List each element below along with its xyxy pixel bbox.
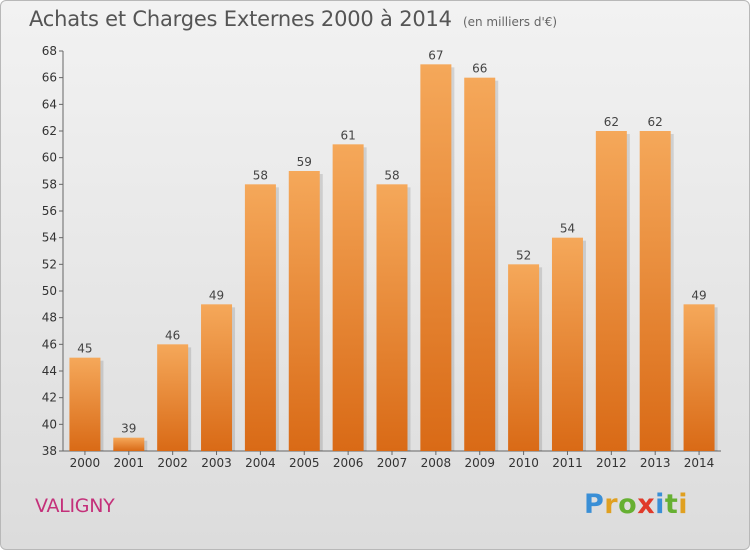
y-tick-label: 58 xyxy=(42,177,57,191)
x-tick-label: 2009 xyxy=(464,456,495,470)
x-tick-label: 2007 xyxy=(377,456,408,470)
bar-value-label: 52 xyxy=(516,248,531,262)
bar xyxy=(288,171,320,451)
bar-value-label: 58 xyxy=(384,168,399,182)
data-labels: 45 39 46 49 58 59 61 58 67 66 52 54 62 62 49 xyxy=(77,48,706,435)
bar xyxy=(508,264,540,451)
y-tick-label: 50 xyxy=(42,284,57,298)
chart-title: Achats et Charges Externes 2000 à 2014 xyxy=(29,7,452,31)
bar-value-label: 62 xyxy=(648,115,663,129)
bar xyxy=(376,184,408,452)
y-tick-label: 64 xyxy=(42,97,57,111)
bar xyxy=(244,184,276,452)
logo-letter: i xyxy=(655,489,665,520)
bar xyxy=(113,437,145,451)
x-tick-label: 2011 xyxy=(552,456,583,470)
bar-value-label: 66 xyxy=(472,62,487,76)
bar-value-label: 49 xyxy=(691,288,706,302)
bar-value-label: 62 xyxy=(604,115,619,129)
x-tick-label: 2002 xyxy=(157,456,188,470)
bar-value-label: 49 xyxy=(209,288,224,302)
bar-value-label: 67 xyxy=(428,48,443,62)
x-tick-label: 2010 xyxy=(508,456,539,470)
y-tick-label: 48 xyxy=(42,311,57,325)
y-tick-label: 42 xyxy=(42,391,57,405)
bar-value-label: 45 xyxy=(77,342,92,356)
logo-letter: P xyxy=(584,489,605,520)
x-tick-label: 2013 xyxy=(640,456,671,470)
logo-letter: o xyxy=(618,489,638,520)
chart-subtitle: (en milliers d'€) xyxy=(462,15,558,29)
axes: 38 40 42 44 46 48 50 52 54 56 58 60 62 64 66 68 2000 2001… xyxy=(42,44,721,470)
x-tick-label: 2014 xyxy=(684,456,715,470)
y-tick-label: 44 xyxy=(42,364,57,378)
bar xyxy=(551,237,583,451)
y-tick-label: 56 xyxy=(42,204,57,218)
logo-letter: r xyxy=(604,489,619,520)
bar xyxy=(683,304,715,451)
y-tick-label: 68 xyxy=(42,44,57,58)
bars xyxy=(69,64,718,452)
bar xyxy=(639,131,671,451)
bar-value-label: 59 xyxy=(297,155,312,169)
x-tick-label: 2005 xyxy=(289,456,320,470)
x-tick-label: 2008 xyxy=(421,456,452,470)
bar xyxy=(332,144,364,452)
y-tick-label: 62 xyxy=(42,124,57,138)
x-tick-label: 2000 xyxy=(70,456,101,470)
bar xyxy=(157,344,189,451)
bar xyxy=(69,357,101,451)
bar-value-label: 54 xyxy=(560,222,575,236)
commune-name: VALIGNY xyxy=(35,495,115,517)
bar xyxy=(420,64,452,452)
y-tick-label: 60 xyxy=(42,151,57,165)
y-tick-label: 38 xyxy=(42,444,57,458)
y-tick-label: 52 xyxy=(42,257,57,271)
bar-value-label: 61 xyxy=(340,128,355,142)
x-tick-label: 2004 xyxy=(245,456,276,470)
title-row: Achats et Charges Externes 2000 à 2014 (… xyxy=(29,7,557,31)
y-tick-label: 46 xyxy=(42,337,57,351)
x-tick-label: 2006 xyxy=(333,456,364,470)
x-tick-label: 2012 xyxy=(596,456,627,470)
y-tick-label: 54 xyxy=(42,231,57,245)
bar xyxy=(595,131,627,451)
x-tick-label: 2001 xyxy=(114,456,145,470)
y-tick-label: 40 xyxy=(42,417,57,431)
x-tick-label: 2003 xyxy=(201,456,232,470)
bar-value-label: 46 xyxy=(165,328,180,342)
bar-value-label: 39 xyxy=(121,422,136,436)
logo-letter: x xyxy=(637,489,656,520)
bar-value-label: 58 xyxy=(253,168,268,182)
bar xyxy=(464,77,496,452)
bar xyxy=(201,304,233,451)
proxiti-logo: Proxiti xyxy=(584,489,688,520)
y-tick-label: 66 xyxy=(42,71,57,85)
logo-letter: t xyxy=(664,489,679,520)
logo-letter: i xyxy=(678,489,689,520)
